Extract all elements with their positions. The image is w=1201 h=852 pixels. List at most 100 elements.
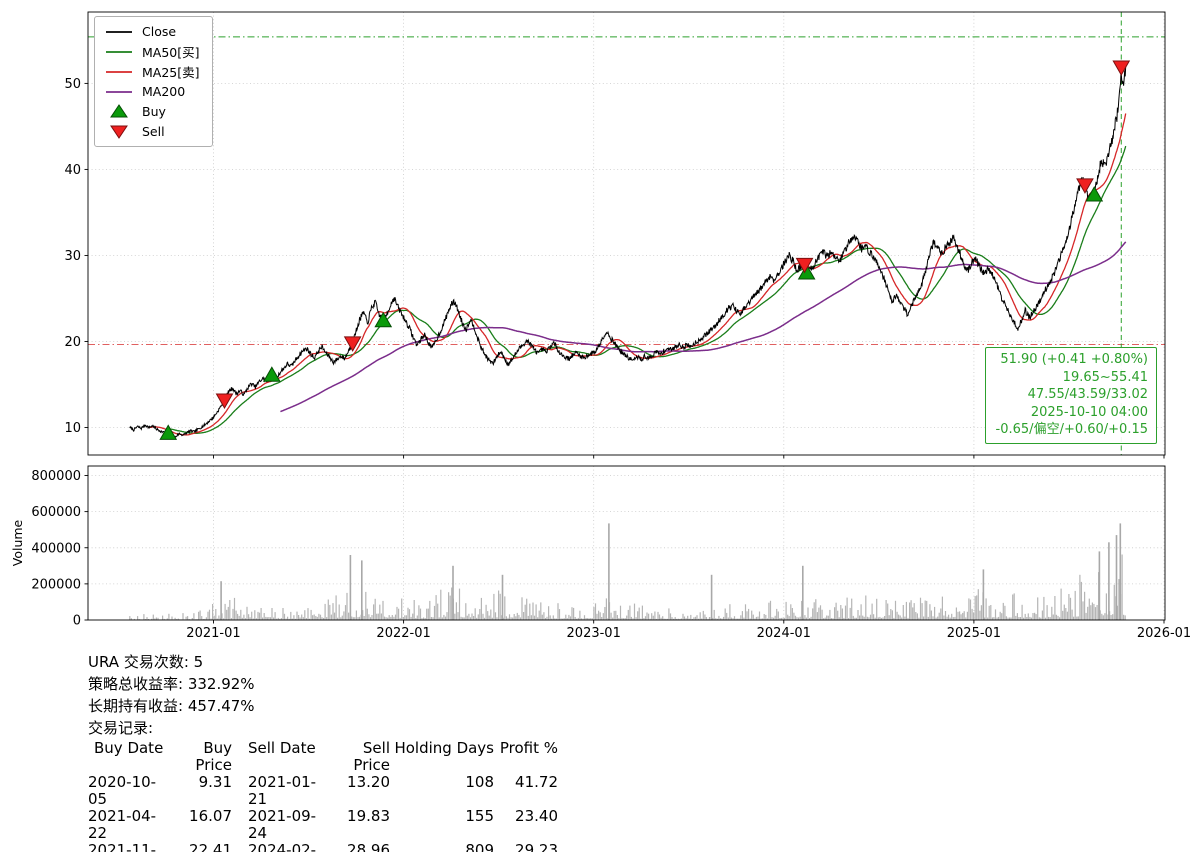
trade-markers bbox=[159, 60, 1131, 440]
info-box-line-4: 2025-10-10 04:00 bbox=[1030, 404, 1148, 420]
cell-buy-date: 2021-04-22 bbox=[88, 807, 157, 842]
cell-buy-price: 22.41 bbox=[189, 841, 232, 852]
cell-profit-pct: 29.23 bbox=[515, 841, 558, 852]
volume-tick-label: 200000 bbox=[31, 577, 81, 592]
sell-marker bbox=[1076, 178, 1094, 194]
buy-marker bbox=[262, 366, 281, 382]
info-box-line-3: 47.55/43.59/33.02 bbox=[1027, 387, 1148, 403]
legend-item-ma25-: MA25[卖] bbox=[104, 63, 200, 80]
cell-sell-price: 28.96 bbox=[347, 841, 390, 852]
volume-tick-label: 600000 bbox=[31, 505, 81, 520]
price-tick-label: 40 bbox=[64, 163, 81, 178]
legend-label: Sell bbox=[142, 124, 165, 139]
cell-buy-price: 9.31 bbox=[198, 773, 232, 791]
price-volume-chart: 10 20 30 40 50 0 200000 400000 600000 800000 2021-… bbox=[10, 11, 1191, 641]
line-swatch-icon bbox=[104, 24, 134, 39]
header-profit-pct: Profit % bbox=[499, 739, 558, 757]
sell-marker bbox=[795, 257, 814, 274]
legend-label: Close bbox=[142, 24, 177, 39]
buy-triangle-icon bbox=[104, 104, 134, 119]
cell-holding-days: 809 bbox=[465, 841, 494, 852]
x-tick-label: 2024-01 bbox=[757, 626, 811, 641]
quote-info-box: 51.90 (+0.41 +0.80%) 19.65~55.41 47.55/43.… bbox=[984, 347, 1157, 444]
grid-lines bbox=[88, 12, 1165, 620]
ma50-line bbox=[166, 145, 1127, 434]
cell-profit-pct: 23.40 bbox=[515, 807, 558, 825]
hold-return-line: 长期持有收益: 457.47% bbox=[88, 697, 255, 715]
legend-label: MA25[卖] bbox=[142, 65, 200, 80]
price-tick-label: 30 bbox=[64, 249, 81, 264]
cell-sell-date: 2021-01-21 bbox=[248, 773, 317, 808]
price-panel-frame bbox=[87, 11, 1166, 456]
legend-label: MA50[买] bbox=[142, 45, 200, 60]
volume-axis-label: Volume bbox=[10, 519, 25, 566]
line-swatch-icon bbox=[104, 64, 134, 79]
cell-holding-days: 108 bbox=[465, 773, 494, 791]
legend-item-close: Close bbox=[104, 23, 200, 40]
price-series bbox=[129, 66, 1127, 439]
info-box-line-5: -0.65/偏空/+0.60/+0.15 bbox=[995, 422, 1148, 438]
x-tick-label: 2023-01 bbox=[567, 626, 621, 641]
buy-marker bbox=[797, 263, 816, 280]
ma25-line bbox=[147, 113, 1127, 436]
legend-item-ma200: MA200 bbox=[104, 83, 200, 100]
volume-tick-label: 0 bbox=[73, 614, 81, 629]
header-buy-price: Buy Price bbox=[195, 739, 232, 774]
volume-bars bbox=[129, 523, 1126, 620]
x-tick-label: 2022-01 bbox=[376, 626, 430, 641]
trade-row: 2021-11-22 22.41 2024-02-09 28.96 809 29.23 bbox=[88, 842, 558, 852]
trade-row: 2020-10-05 9.31 2021-01-21 13.20 108 41.72 bbox=[88, 774, 558, 808]
chart-legend: Close MA50[买] MA25[卖] MA200 Buy Sell bbox=[94, 16, 213, 147]
trades-header-row: Buy Date Buy Price Sell Date Sell Price Hold… bbox=[88, 740, 558, 774]
x-tick-label: 2025-01 bbox=[947, 626, 1001, 641]
cell-sell-date: 2021-09-24 bbox=[248, 807, 317, 842]
cell-profit-pct: 41.72 bbox=[515, 773, 558, 791]
legend-item-ma50-: MA50[买] bbox=[104, 43, 200, 60]
info-box-line-2: 19.65~55.41 bbox=[1062, 369, 1148, 385]
price-tick-label: 50 bbox=[64, 77, 81, 92]
close-line bbox=[129, 66, 1127, 439]
x-tick-label: 2021-01 bbox=[186, 626, 240, 641]
header-holding-days: Holding Days bbox=[394, 739, 494, 757]
sell-marker bbox=[343, 336, 362, 352]
cell-buy-price: 16.07 bbox=[189, 807, 232, 825]
line-swatch-icon bbox=[104, 84, 134, 99]
trade-row: 2021-04-22 16.07 2021-09-24 19.83 155 23.40 bbox=[88, 808, 558, 842]
ma200-line bbox=[280, 241, 1127, 413]
volume-panel-frame bbox=[87, 465, 1166, 621]
buy-marker bbox=[374, 311, 393, 328]
cell-sell-price: 13.20 bbox=[347, 773, 390, 791]
header-buy-date: Buy Date bbox=[94, 739, 164, 757]
cell-buy-date: 2020-10-05 bbox=[88, 773, 157, 808]
price-tick-label: 10 bbox=[64, 421, 81, 436]
trade-count-line: URA 交易次数: 5 bbox=[88, 653, 204, 671]
cell-sell-date: 2024-02-09 bbox=[248, 841, 317, 852]
x-tick-label: 2026-01 bbox=[1137, 626, 1191, 641]
price-tick-label: 20 bbox=[64, 335, 81, 350]
sell-triangle-icon bbox=[104, 124, 134, 139]
legend-label: Buy bbox=[142, 104, 166, 119]
axes bbox=[84, 11, 1166, 624]
strategy-return-line: 策略总收益率: 332.92% bbox=[88, 675, 255, 693]
cell-holding-days: 155 bbox=[465, 807, 494, 825]
line-swatch-icon bbox=[104, 44, 134, 59]
sell-marker bbox=[215, 393, 234, 409]
cell-buy-date: 2021-11-22 bbox=[88, 841, 157, 852]
volume-tick-label: 400000 bbox=[31, 541, 81, 556]
cell-sell-price: 19.83 bbox=[347, 807, 390, 825]
header-sell-date: Sell Date bbox=[248, 739, 316, 757]
strategy-report: URA 交易次数: 5 策略总收益率: 332.92% 长期持有收益: 457.… bbox=[88, 651, 558, 852]
sell-marker bbox=[1112, 60, 1131, 77]
axis-labels: 10 20 30 40 50 0 200000 400000 600000 800000 2021-… bbox=[10, 77, 1191, 641]
legend-label: MA200 bbox=[142, 84, 186, 99]
legend-item-buy: Buy bbox=[104, 103, 200, 120]
buy-marker bbox=[1085, 186, 1104, 202]
buy-marker bbox=[159, 424, 178, 440]
trade-records-label: 交易记录: bbox=[88, 719, 154, 737]
volume-tick-label: 800000 bbox=[31, 469, 81, 484]
trades-table: Buy Date Buy Price Sell Date Sell Price Hold… bbox=[88, 740, 558, 852]
info-box-line-1: 51.90 (+0.41 +0.80%) bbox=[1000, 352, 1148, 367]
legend-item-sell: Sell bbox=[104, 123, 200, 140]
header-sell-price: Sell Price bbox=[353, 739, 390, 774]
